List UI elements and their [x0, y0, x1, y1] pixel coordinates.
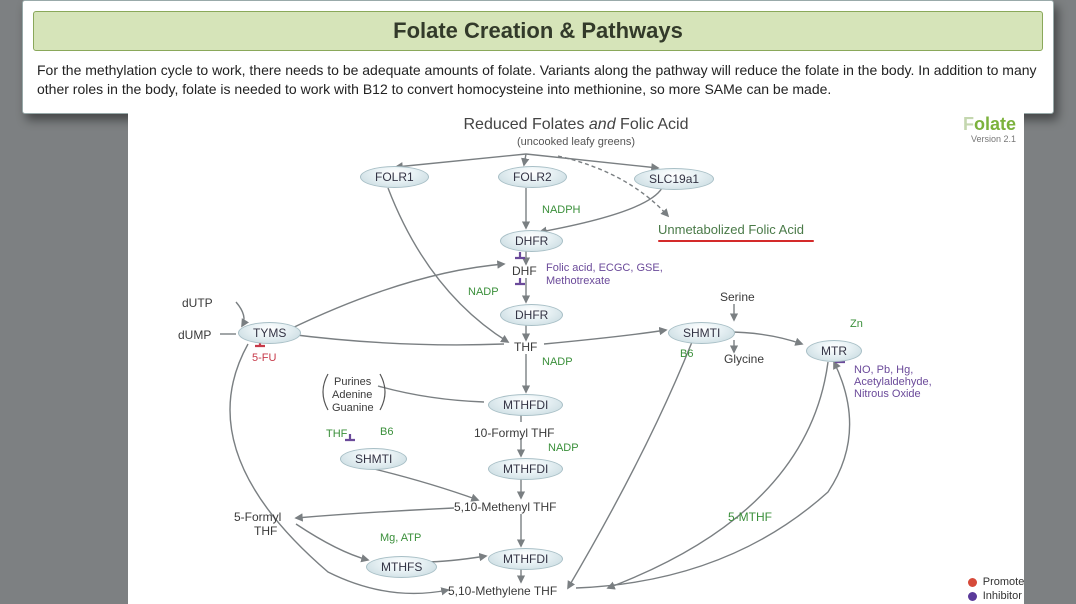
inhibitor-label: Inhibitor: [983, 590, 1022, 602]
label-fiveFU: 5-FU: [252, 352, 276, 364]
label-metho: Methotrexate: [546, 275, 610, 287]
enzyme-mtr: MTR: [806, 340, 862, 362]
enzyme-folr2: FOLR2: [498, 166, 567, 188]
label-nadp1: NADP: [468, 286, 499, 298]
ufa-label: Unmetabolized Folic Acid: [658, 222, 804, 237]
enzyme-dhfr2: DHFR: [500, 304, 563, 326]
label-serine: Serine: [720, 290, 755, 304]
label-fiveF: 5-Formyl: [234, 510, 281, 524]
label-dump: dUMP: [178, 328, 211, 342]
enzyme-slc: SLC19a1: [634, 168, 714, 190]
label-nadph: NADPH: [542, 204, 581, 216]
enzyme-shmti2: SHMTI: [340, 448, 407, 470]
label-adenine: Adenine: [332, 389, 372, 401]
label-b6b: B6: [380, 426, 393, 438]
promoter-dot: [968, 578, 977, 587]
label-thf2: THF: [326, 428, 347, 440]
label-fiveTenM: 5,10-Methenyl THF: [454, 500, 557, 514]
enzyme-mthfdi2: MTHFDI: [488, 458, 563, 480]
legend: Promoter Inhibitor: [968, 574, 1024, 602]
label-thf: THF: [514, 340, 537, 354]
enzyme-dhfr1: DHFR: [500, 230, 563, 252]
label-mgatp: Mg, ATP: [380, 532, 421, 544]
label-dutp: dUTP: [182, 296, 213, 310]
label-dhf: DHF: [512, 264, 537, 278]
label-guanine: Guanine: [332, 402, 374, 414]
label-glycine: Glycine: [724, 352, 764, 366]
enzyme-tyms: TYMS: [238, 322, 301, 344]
folate-pathway-diagram: Reduced Folates and Folic Acid (uncooked…: [128, 112, 1024, 604]
enzyme-folr1: FOLR1: [360, 166, 429, 188]
enzyme-shmti1: SHMTI: [668, 322, 735, 344]
page-title: Folate Creation & Pathways: [33, 11, 1043, 51]
enzyme-mthfdi3: MTHFDI: [488, 548, 563, 570]
header-card: Folate Creation & Pathways For the methy…: [22, 0, 1054, 114]
ufa-underline: [658, 240, 814, 242]
label-inh_mtr2: Acetylaldehyde,: [854, 376, 932, 388]
label-fiveMTHF: 5-MTHF: [728, 510, 772, 524]
legend-promoter: Promoter: [968, 576, 1024, 588]
label-zn: Zn: [850, 318, 863, 330]
label-inh_mtr: NO, Pb, Hg,: [854, 364, 913, 376]
label-fiveTenMy: 5,10-Methylene THF: [448, 584, 557, 598]
label-inh_mtr3: Nitrous Oxide: [854, 388, 921, 400]
label-tenF: 10-Formyl THF: [474, 426, 554, 440]
enzyme-mthfs: MTHFS: [366, 556, 437, 578]
legend-inhibitor: Inhibitor: [968, 590, 1024, 602]
promoter-label: Promoter: [983, 576, 1024, 588]
label-nadp2: NADP: [542, 356, 573, 368]
label-fiveF2: THF: [254, 524, 277, 538]
label-folic_etc: Folic acid, ECGC, GSE,: [546, 262, 663, 274]
label-nadp3: NADP: [548, 442, 579, 454]
inhibitor-dot: [968, 592, 977, 601]
label-purines: Purines: [334, 376, 371, 388]
enzyme-mthfdi1: MTHFDI: [488, 394, 563, 416]
intro-text: For the methylation cycle to work, there…: [23, 51, 1053, 113]
label-b6a: B6: [680, 348, 693, 360]
